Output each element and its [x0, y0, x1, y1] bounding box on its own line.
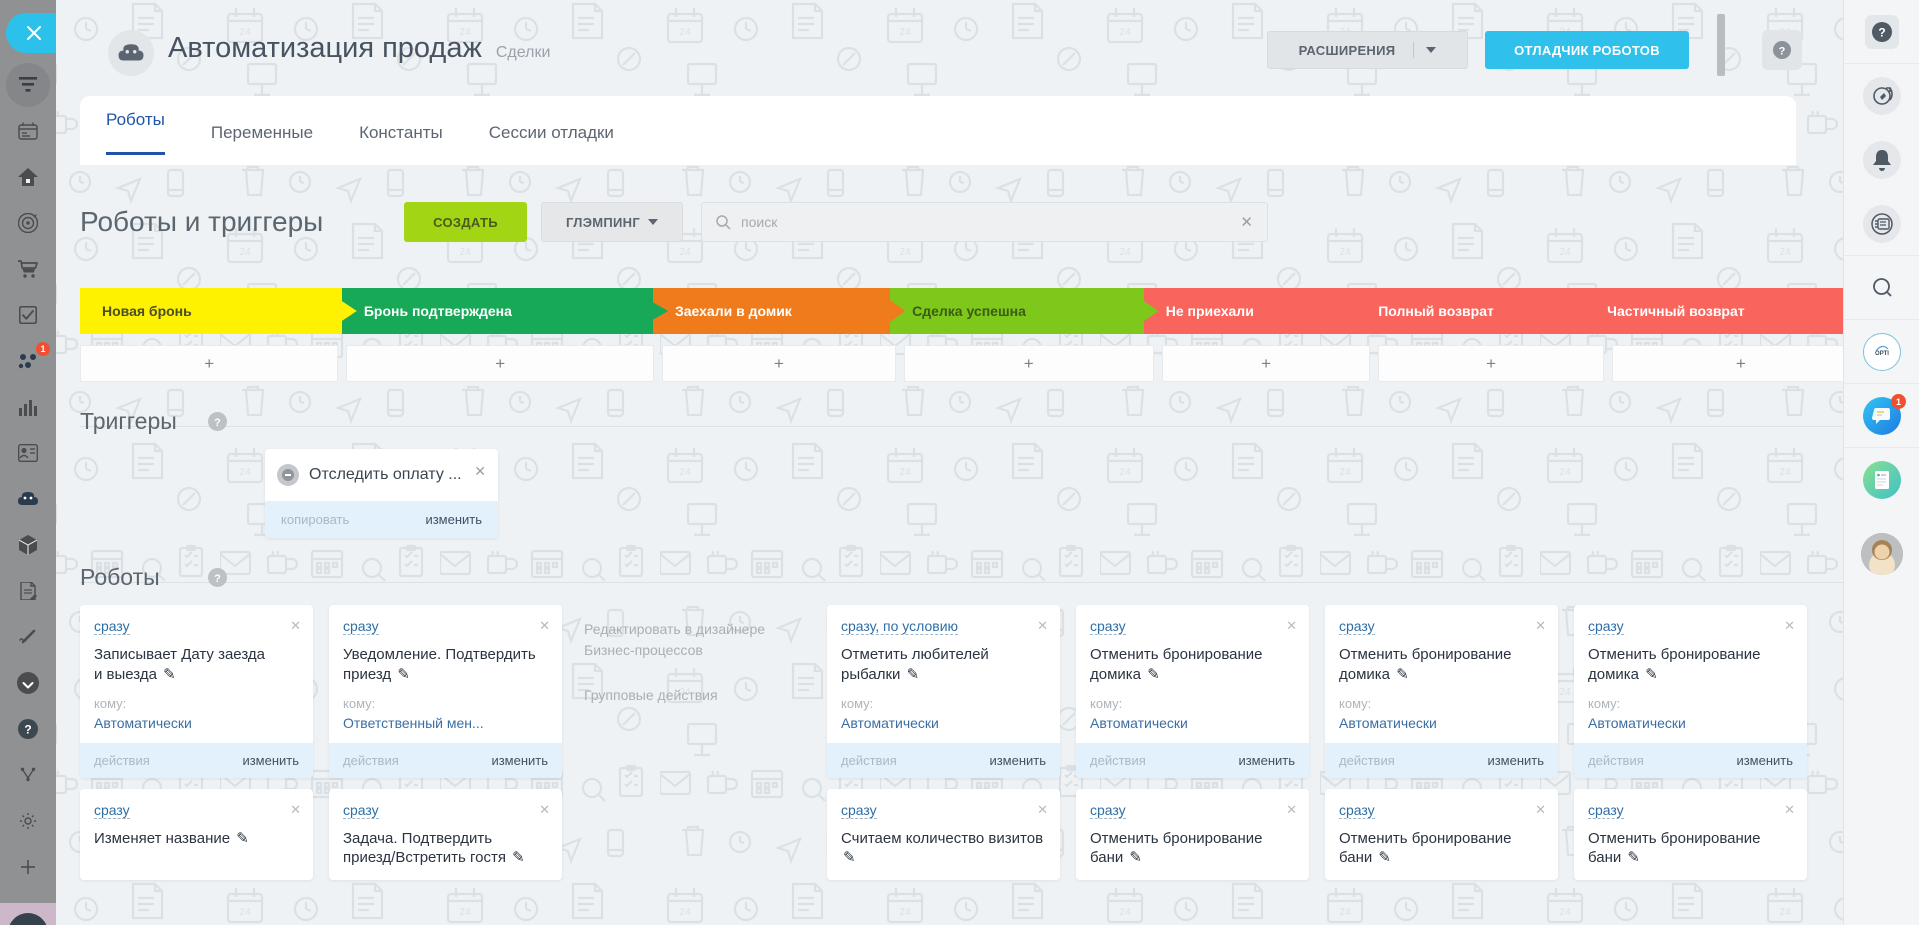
svg-text:?: ? [214, 573, 221, 585]
svg-text:?: ? [24, 723, 31, 737]
svg-text:ОРТІ: ОРТІ [1875, 351, 1889, 357]
svg-text:?: ? [1878, 25, 1885, 39]
svg-text:?: ? [214, 417, 221, 429]
svg-text:?: ? [1779, 46, 1786, 58]
